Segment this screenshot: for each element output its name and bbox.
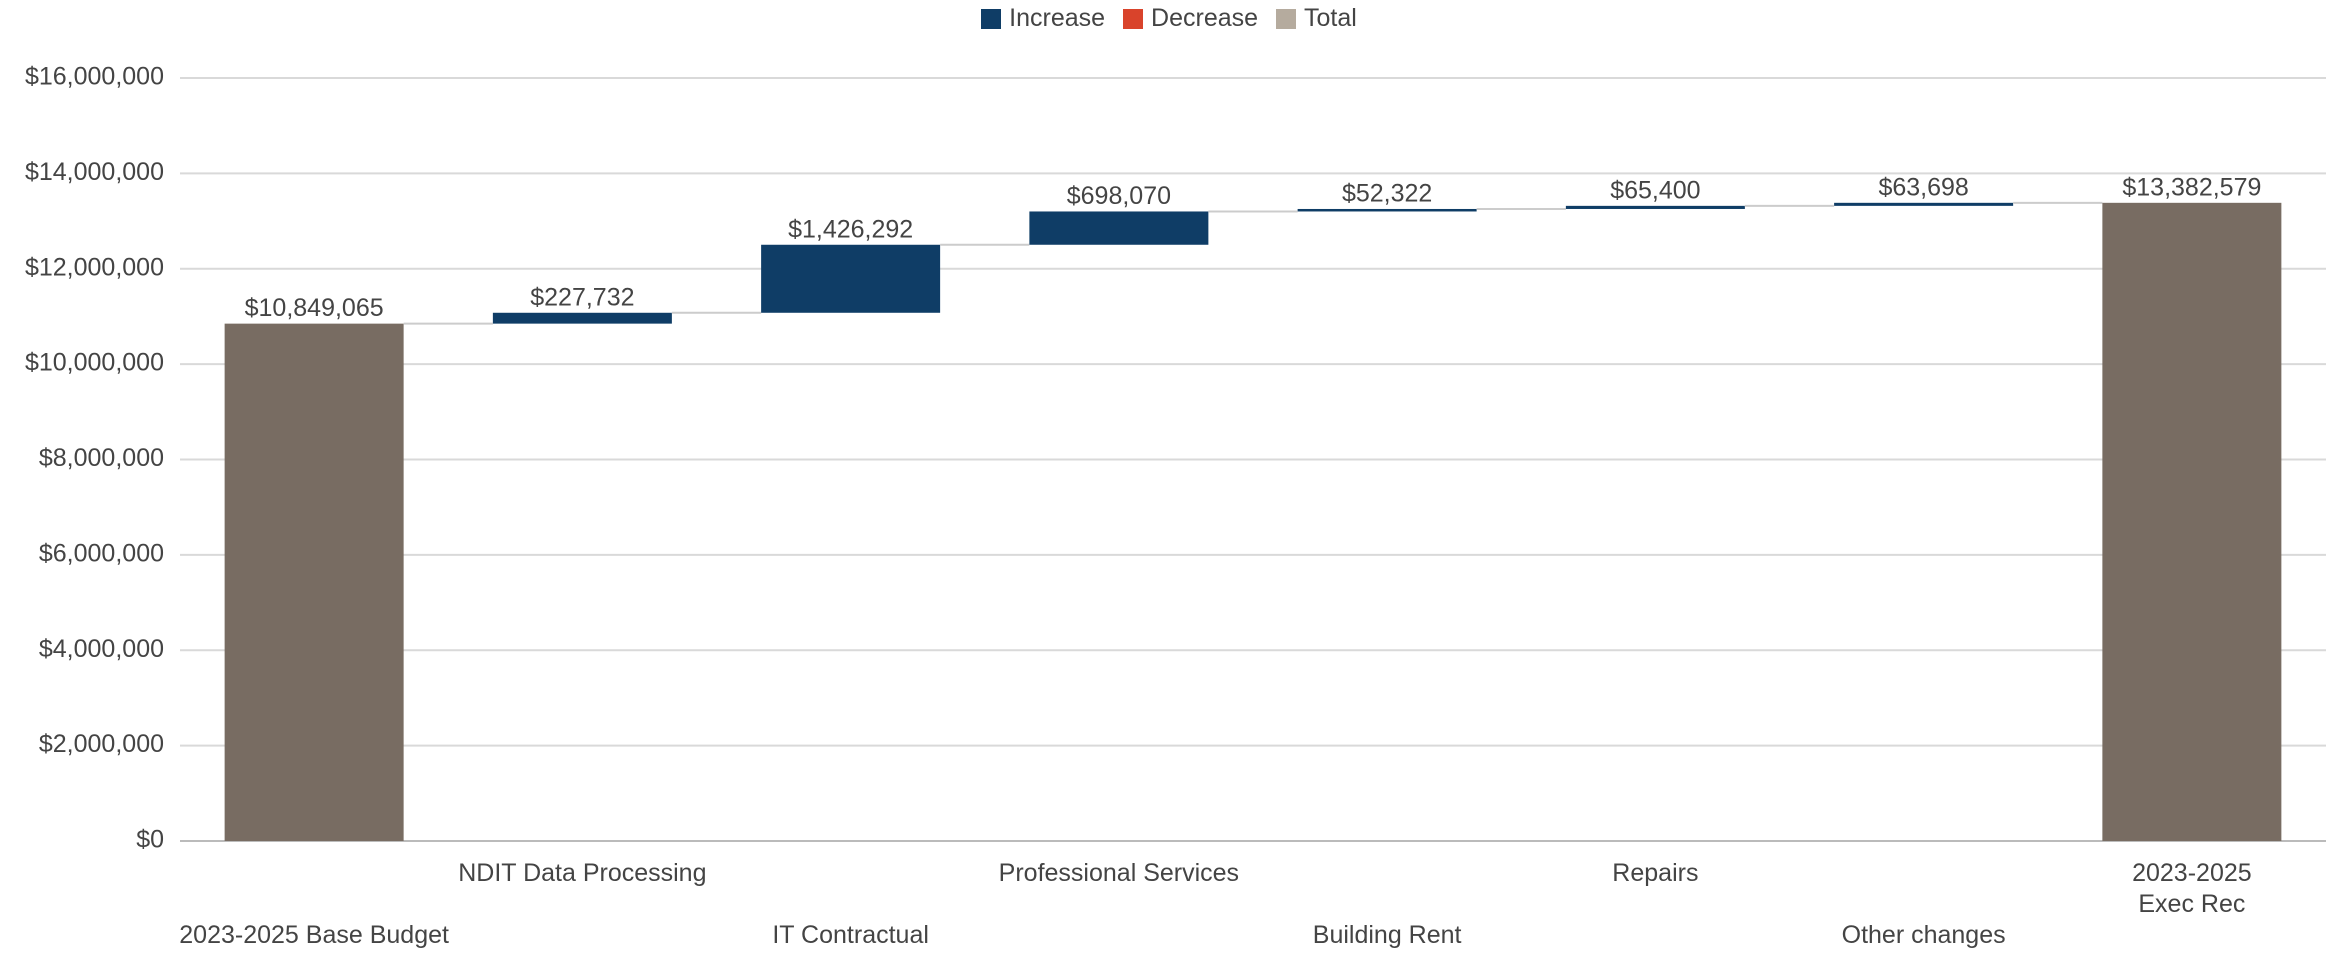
data-label: $698,070 [1067,182,1171,210]
x-tick-label: Professional Services [998,859,1240,887]
legend: Increase Decrease Total [0,4,2338,33]
legend-item: Increase [981,4,1105,33]
x-tick-label: NDIT Data Processing [458,859,707,887]
legend-item: Decrease [1123,4,1258,33]
bar [492,312,672,324]
y-tick-label: $2,000,000 [39,730,164,758]
data-label: $65,400 [1610,176,1700,204]
y-tick-label: $0 [136,826,164,854]
y-tick-label: $4,000,000 [39,635,164,663]
data-label: $10,849,065 [245,294,384,322]
y-tick-label: $6,000,000 [39,539,164,567]
bar [761,244,941,313]
data-label: $63,698 [1878,173,1968,201]
data-label: $52,322 [1342,180,1432,208]
legend-swatch [1276,8,1297,29]
legend-label: Decrease [1151,4,1259,32]
y-tick-label: $8,000,000 [39,444,164,472]
legend-item: Total [1276,4,1357,33]
y-tick-label: $14,000,000 [25,158,164,186]
x-tick-label: Other changes [1841,921,2006,949]
bar [1029,211,1209,245]
data-label: $13,382,579 [2122,173,2261,201]
bar [224,323,404,841]
x-tick-label: Repairs [1612,859,1699,887]
bar [2102,202,2282,842]
legend-swatch [981,8,1002,29]
x-tick-label: IT Contractual [772,921,929,949]
x-tick-label: 2023-2025 Exec Rec [2132,859,2252,918]
x-tick-label: Building Rent [1312,921,1462,949]
bar [1834,202,2014,206]
y-tick-label: $16,000,000 [25,63,164,91]
legend-label: Increase [1009,4,1106,32]
y-tick-label: $10,000,000 [25,349,164,377]
y-tick-label: $12,000,000 [25,253,164,281]
bar [1297,208,1477,212]
x-tick-label: 2023-2025 Base Budget [179,921,449,949]
data-label: $1,426,292 [788,215,913,243]
bar [1565,205,1745,209]
legend-label: Total [1304,4,1357,32]
legend-swatch [1123,8,1144,29]
data-label: $227,732 [530,283,634,311]
